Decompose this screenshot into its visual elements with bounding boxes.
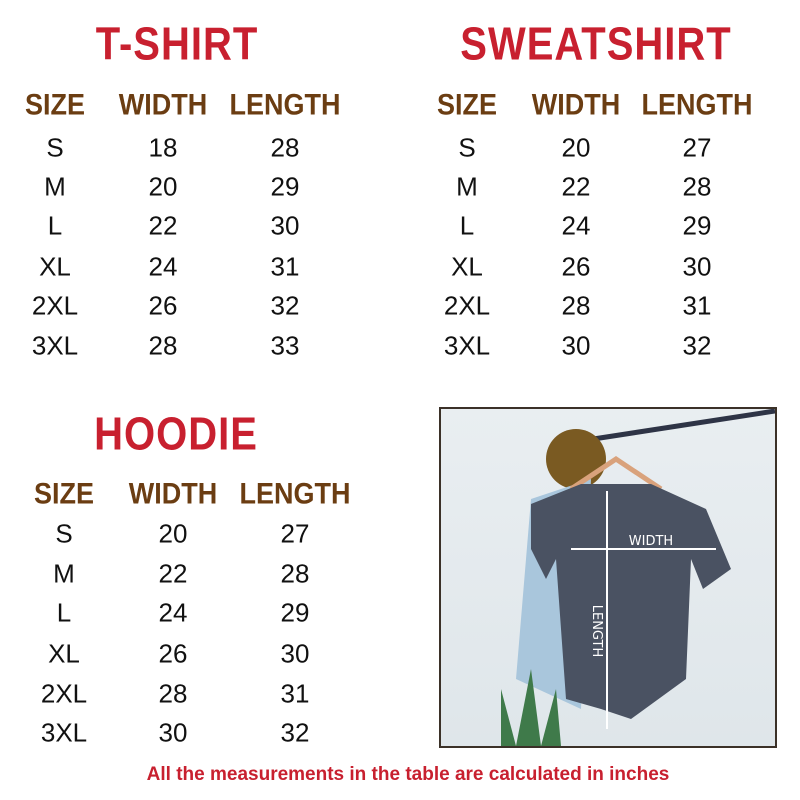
hoodie-table-cell: 20 bbox=[158, 518, 188, 549]
width-label: WIDTH bbox=[629, 534, 673, 549]
sweatshirt-table-cell: 32 bbox=[682, 330, 712, 361]
sweatshirt-table-cell: 22 bbox=[561, 171, 591, 202]
hoodie-column-header: WIDTH bbox=[128, 476, 218, 510]
hoodie-column-header: SIZE bbox=[33, 476, 95, 510]
hoodie-table-cell: L bbox=[56, 597, 72, 628]
tshirt-table-cell: 3XL bbox=[31, 330, 79, 361]
tshirt-table-cell: 32 bbox=[270, 290, 300, 321]
hoodie-table-cell: 30 bbox=[280, 638, 310, 669]
sweatshirt-table-cell: 30 bbox=[561, 330, 591, 361]
hat bbox=[546, 429, 606, 489]
tshirt-illustration: WIDTH LENGTH bbox=[501, 409, 775, 746]
sweatshirt-column-header: WIDTH bbox=[531, 87, 621, 121]
hoodie-table-cell: 28 bbox=[280, 558, 310, 589]
sweatshirt-title: SWEATSHIRT bbox=[460, 19, 732, 70]
sweatshirt-table-cell: 31 bbox=[682, 290, 712, 321]
plant bbox=[501, 669, 561, 746]
hoodie-table-cell: S bbox=[55, 518, 73, 549]
tshirt-table-cell: 24 bbox=[148, 251, 178, 282]
hoodie-table-cell: 27 bbox=[280, 518, 310, 549]
sweatshirt-column-header: SIZE bbox=[436, 87, 498, 121]
sweatshirt-table-cell: 3XL bbox=[443, 330, 491, 361]
sweatshirt-table-cell: M bbox=[456, 171, 478, 202]
tshirt-table-cell: XL bbox=[39, 251, 71, 282]
hoodie-table-cell: 29 bbox=[280, 597, 310, 628]
sweatshirt-table-cell: 30 bbox=[682, 251, 712, 282]
tshirt-table-cell: 18 bbox=[148, 132, 178, 163]
hoodie-table-cell: 28 bbox=[158, 678, 188, 709]
tshirt-table-cell: 31 bbox=[270, 251, 300, 282]
hoodie-table-cell: 30 bbox=[158, 717, 188, 748]
hoodie-table-cell: 24 bbox=[158, 597, 188, 628]
hoodie-table-cell: 32 bbox=[280, 717, 310, 748]
hoodie-table-cell: 26 bbox=[158, 638, 188, 669]
tshirt-table-cell: 29 bbox=[270, 171, 300, 202]
hanger bbox=[569, 455, 663, 492]
tshirt-column-header: SIZE bbox=[24, 87, 86, 121]
tshirt-table-cell: 26 bbox=[148, 290, 178, 321]
tshirt-table-cell: M bbox=[44, 171, 66, 202]
hoodie-table-cell: 22 bbox=[158, 558, 188, 589]
tshirt-table-cell: L bbox=[47, 210, 63, 241]
tshirt-table-cell: 33 bbox=[270, 330, 300, 361]
sweatshirt-column-header: LENGTH bbox=[641, 87, 753, 121]
tshirt-table-cell: 30 bbox=[270, 210, 300, 241]
tshirt-table-cell: 20 bbox=[148, 171, 178, 202]
sweatshirt-table-cell: 28 bbox=[561, 290, 591, 321]
tshirt-table-cell: 22 bbox=[148, 210, 178, 241]
tshirt bbox=[531, 484, 731, 719]
hoodie-title: HOODIE bbox=[94, 409, 258, 460]
hoodie-column-header: LENGTH bbox=[239, 476, 351, 510]
tshirt-table-cell: S bbox=[46, 132, 64, 163]
hoodie-table-cell: XL bbox=[48, 638, 80, 669]
tshirt-table-cell: 28 bbox=[148, 330, 178, 361]
sweatshirt-table-cell: S bbox=[458, 132, 476, 163]
tshirt-measurement-photo: WIDTH LENGTH bbox=[439, 407, 777, 748]
tshirt-column-header: LENGTH bbox=[229, 87, 341, 121]
tshirt-table-cell: 2XL bbox=[31, 290, 79, 321]
hoodie-table-cell: 2XL bbox=[40, 678, 88, 709]
sweatshirt-table-cell: 29 bbox=[682, 210, 712, 241]
sweatshirt-table-cell: 2XL bbox=[443, 290, 491, 321]
sweatshirt-table-cell: L bbox=[459, 210, 475, 241]
sweatshirt-table-cell: 27 bbox=[682, 132, 712, 163]
length-label: LENGTH bbox=[589, 605, 604, 658]
tshirt-column-header: WIDTH bbox=[118, 87, 208, 121]
hoodie-table-cell: M bbox=[53, 558, 75, 589]
tshirt-title: T-SHIRT bbox=[95, 19, 259, 70]
hoodie-table-cell: 31 bbox=[280, 678, 310, 709]
tshirt-table-cell: 28 bbox=[270, 132, 300, 163]
sweatshirt-table-cell: 24 bbox=[561, 210, 591, 241]
sweatshirt-table-cell: 20 bbox=[561, 132, 591, 163]
sweatshirt-table-cell: XL bbox=[451, 251, 483, 282]
sweatshirt-table-cell: 26 bbox=[561, 251, 591, 282]
sweatshirt-table-cell: 28 bbox=[682, 171, 712, 202]
measurement-note: All the measurements in the table are ca… bbox=[146, 764, 670, 785]
hoodie-table-cell: 3XL bbox=[40, 717, 88, 748]
